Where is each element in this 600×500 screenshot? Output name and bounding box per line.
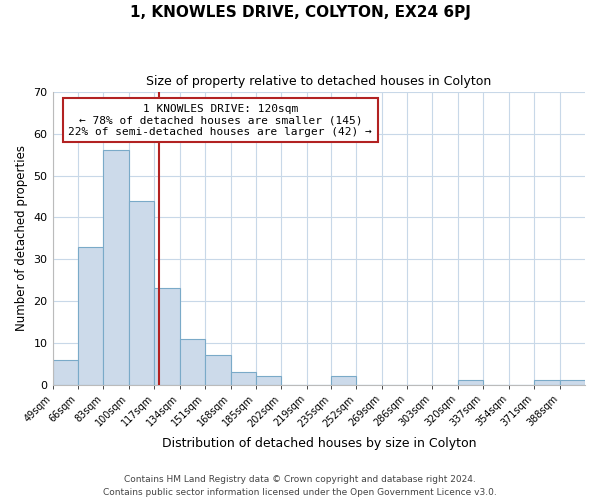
Bar: [534, 380, 560, 384]
Bar: [154, 288, 179, 384]
Title: Size of property relative to detached houses in Colyton: Size of property relative to detached ho…: [146, 75, 491, 88]
Bar: [179, 338, 205, 384]
Y-axis label: Number of detached properties: Number of detached properties: [15, 146, 28, 332]
Bar: [103, 150, 129, 384]
Text: Contains HM Land Registry data © Crown copyright and database right 2024.
Contai: Contains HM Land Registry data © Crown c…: [103, 475, 497, 497]
Bar: [458, 380, 483, 384]
Bar: [129, 200, 154, 384]
Bar: [230, 372, 256, 384]
X-axis label: Distribution of detached houses by size in Colyton: Distribution of detached houses by size …: [161, 437, 476, 450]
Bar: [331, 376, 356, 384]
Text: 1 KNOWLES DRIVE: 120sqm
← 78% of detached houses are smaller (145)
22% of semi-d: 1 KNOWLES DRIVE: 120sqm ← 78% of detache…: [68, 104, 372, 137]
Bar: [205, 356, 230, 384]
Bar: [53, 360, 78, 384]
Text: 1, KNOWLES DRIVE, COLYTON, EX24 6PJ: 1, KNOWLES DRIVE, COLYTON, EX24 6PJ: [130, 5, 470, 20]
Bar: [78, 246, 103, 384]
Bar: [560, 380, 585, 384]
Bar: [256, 376, 281, 384]
